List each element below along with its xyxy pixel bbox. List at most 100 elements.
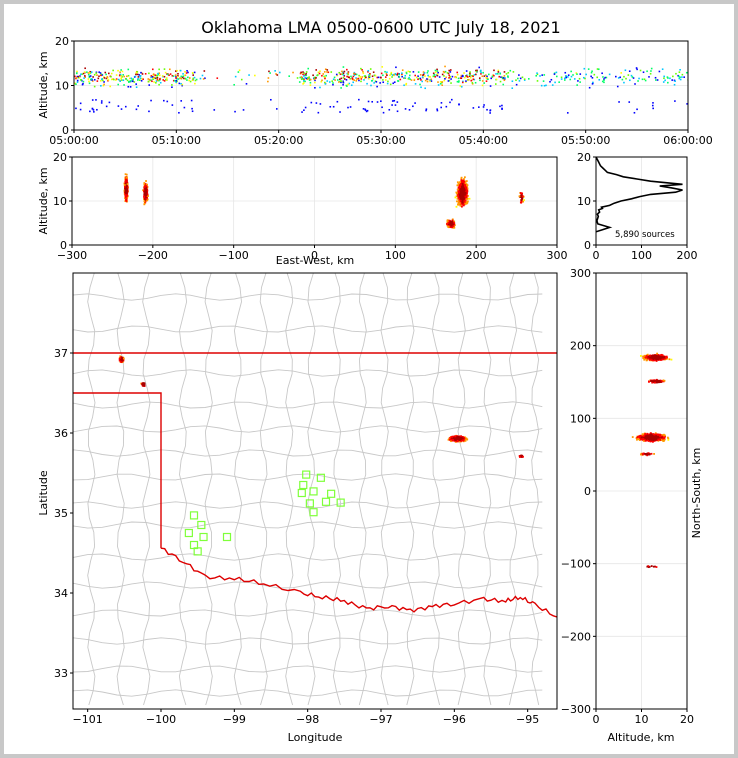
source-point [142,384,145,387]
source-point [124,196,127,199]
source-point [591,83,594,85]
source-point [666,436,669,439]
source-point [494,83,497,85]
source-point [654,438,657,441]
source-point [649,435,652,438]
source-point [658,70,661,73]
source-point [142,78,144,81]
source-point [464,439,467,442]
source-point [654,359,656,362]
source-point [683,76,685,78]
county-line [73,501,543,509]
source-point [450,220,452,223]
source-point [240,78,243,81]
source-point [409,71,411,73]
lma-station-marker [193,547,202,556]
source-point [462,80,464,83]
source-point [646,434,649,437]
source-point [408,109,411,111]
source-point [551,84,554,86]
source-point [460,435,463,438]
northsouth-altitude-ytick-label: −300 [561,703,591,716]
source-point [647,355,650,358]
county-line [73,689,543,697]
county-line [406,273,415,706]
source-point [679,76,681,79]
source-point [641,78,644,81]
source-point [201,74,204,77]
source-point [489,112,491,114]
source-point [145,194,148,197]
source-point [90,78,92,81]
source-point [309,84,312,86]
source-point [87,73,90,76]
source-point [642,355,645,358]
source-point [459,181,462,183]
source-point [150,75,153,77]
source-point [382,79,384,81]
source-point [143,384,146,387]
source-point [386,71,388,74]
source-point [555,75,558,78]
source-point [190,99,193,102]
source-point [643,354,646,357]
source-point [158,68,160,71]
source-point [382,74,384,77]
source-point [598,79,601,81]
source-point [486,108,488,111]
source-point [466,200,469,203]
source-point [455,437,458,440]
source-point [647,439,650,442]
source-point [444,65,446,68]
source-point [412,105,414,108]
source-point [393,73,395,76]
source-point [129,86,132,88]
source-point [493,69,495,72]
source-point [640,355,642,357]
source-point [679,78,682,81]
source-point [471,82,474,84]
source-point [446,220,449,223]
source-point [427,74,429,77]
source-point [353,79,356,81]
source-point [347,73,349,76]
source-point [656,380,659,382]
source-point [301,111,303,113]
source-point [435,74,438,76]
altitude-histogram-ticks: 0 100 200 0 10 20 [577,151,698,262]
source-point [499,72,502,75]
source-point [637,80,639,82]
source-point [361,69,363,71]
source-point [458,187,461,190]
source-point [156,77,159,79]
source-point [403,84,405,87]
source-point [105,77,108,80]
source-point [119,71,121,74]
source-point [558,81,560,83]
source-point [307,67,310,70]
source-point [124,192,127,195]
source-point [122,79,125,82]
source-point [132,78,134,81]
source-point [376,76,379,79]
source-point [145,180,147,182]
source-point [424,75,426,77]
source-point [120,108,123,110]
source-point [480,69,482,72]
source-point [664,79,666,82]
source-point [648,453,651,455]
altitude-eastwest-xtick-label: −100 [219,249,249,262]
source-point [601,80,604,83]
source-point [127,68,130,71]
source-point [550,78,553,81]
source-point [653,357,656,359]
northsouth-altitude-xtick-label: 10 [635,713,649,726]
source-point [566,112,569,114]
source-point [177,78,180,80]
source-point [313,76,316,79]
source-point [129,80,132,82]
northsouth-altitude-ytick-label: −100 [561,558,591,571]
source-point [103,81,105,83]
northsouth-altitude-panel: 0 10 20 −300 −200 −100 0 100 200 300 Altitude, km… [561,267,703,744]
source-point [270,98,272,101]
